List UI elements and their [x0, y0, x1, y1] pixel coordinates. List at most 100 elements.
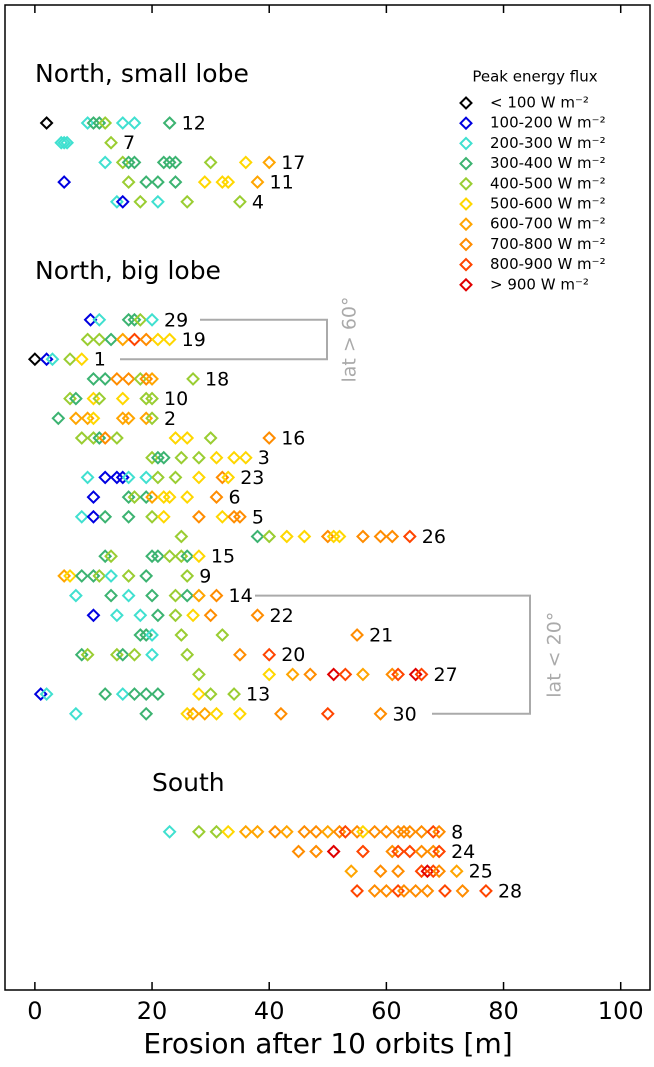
data-point	[221, 824, 236, 839]
legend-label: 100-200 W m⁻²	[490, 114, 606, 132]
data-point	[227, 509, 241, 524]
data-point	[156, 509, 171, 524]
data-point	[133, 608, 148, 623]
data-point	[350, 628, 364, 642]
data-point	[57, 175, 72, 190]
data-point	[250, 529, 265, 544]
data-point	[309, 824, 323, 839]
data-point	[180, 568, 195, 583]
data-point	[98, 155, 113, 170]
data-point	[379, 883, 394, 898]
row-label: 20	[281, 644, 305, 666]
data-point	[121, 312, 136, 327]
data-point	[285, 667, 300, 682]
data-point	[39, 352, 54, 367]
row-label: 5	[252, 506, 264, 528]
data-point	[326, 529, 341, 544]
data-point	[168, 470, 183, 485]
data-point	[168, 431, 183, 445]
data-point	[191, 470, 206, 485]
data-point	[344, 864, 359, 879]
data-point	[203, 155, 218, 170]
data-point	[109, 647, 124, 662]
data-point	[68, 391, 83, 406]
data-point	[320, 529, 335, 544]
row-label: 27	[434, 664, 458, 686]
data-point	[180, 194, 195, 209]
data-point	[139, 687, 154, 702]
data-point	[127, 647, 142, 662]
data-point	[74, 568, 89, 583]
data-point	[191, 588, 206, 603]
data-point	[250, 824, 265, 839]
data-point	[356, 667, 370, 682]
data-point	[80, 647, 95, 662]
data-point	[221, 175, 236, 190]
data-point	[168, 608, 183, 623]
row-label: 6	[228, 487, 240, 509]
data-point	[227, 687, 241, 702]
data-point	[180, 490, 195, 505]
annotation: lat > 60°	[339, 296, 361, 382]
data-point	[127, 687, 142, 702]
data-point	[455, 883, 470, 898]
data-point	[145, 450, 159, 465]
data-point	[74, 352, 89, 367]
data-point	[162, 824, 177, 839]
data-point	[127, 116, 142, 130]
data-point	[68, 706, 83, 721]
data-point	[104, 549, 118, 564]
row-label: 22	[269, 605, 293, 627]
data-point	[109, 371, 124, 386]
legend-marker	[459, 237, 473, 252]
data-point	[139, 490, 154, 505]
data-point	[238, 450, 253, 465]
legend-label: 400-500 W m⁻²	[490, 174, 606, 192]
data-point	[133, 371, 148, 386]
data-point	[80, 411, 95, 426]
data-point	[150, 687, 165, 702]
legend-label: < 100 W m⁻²	[490, 94, 589, 112]
data-point	[432, 864, 447, 879]
data-point	[121, 155, 136, 170]
data-point	[98, 431, 113, 445]
data-point	[426, 864, 441, 879]
data-point	[68, 411, 83, 426]
row-label: 23	[240, 467, 264, 489]
row-label: 15	[211, 546, 235, 568]
data-point	[115, 391, 130, 406]
data-point	[233, 706, 247, 721]
data-point	[432, 844, 447, 859]
data-point	[326, 844, 341, 859]
row-label: 30	[393, 703, 417, 725]
row-label: 3	[258, 447, 270, 469]
data-point	[391, 667, 406, 682]
group-title: South	[152, 768, 225, 797]
data-point	[150, 549, 165, 564]
data-point	[414, 864, 429, 879]
data-point	[145, 411, 159, 426]
x-tick-label: 0	[27, 997, 42, 1025]
data-point	[115, 647, 130, 662]
data-point	[233, 509, 247, 524]
data-point	[98, 470, 113, 485]
row-label: 14	[228, 585, 252, 607]
row-label: 24	[451, 841, 475, 863]
data-point	[186, 608, 200, 623]
data-point	[98, 371, 113, 386]
data-point	[127, 312, 142, 327]
legend-label: > 900 W m⁻²	[490, 275, 589, 293]
data-point	[74, 509, 89, 524]
data-point	[320, 706, 335, 721]
data-point	[203, 431, 218, 445]
row-label: 10	[164, 388, 188, 410]
annotation: lat < 20°	[544, 612, 566, 698]
row-label: 17	[281, 152, 305, 174]
data-point	[98, 116, 113, 130]
data-point	[57, 135, 72, 150]
data-point	[402, 529, 417, 544]
data-point	[145, 509, 159, 524]
data-point	[391, 844, 406, 859]
data-point	[51, 411, 66, 426]
data-point	[426, 824, 441, 839]
